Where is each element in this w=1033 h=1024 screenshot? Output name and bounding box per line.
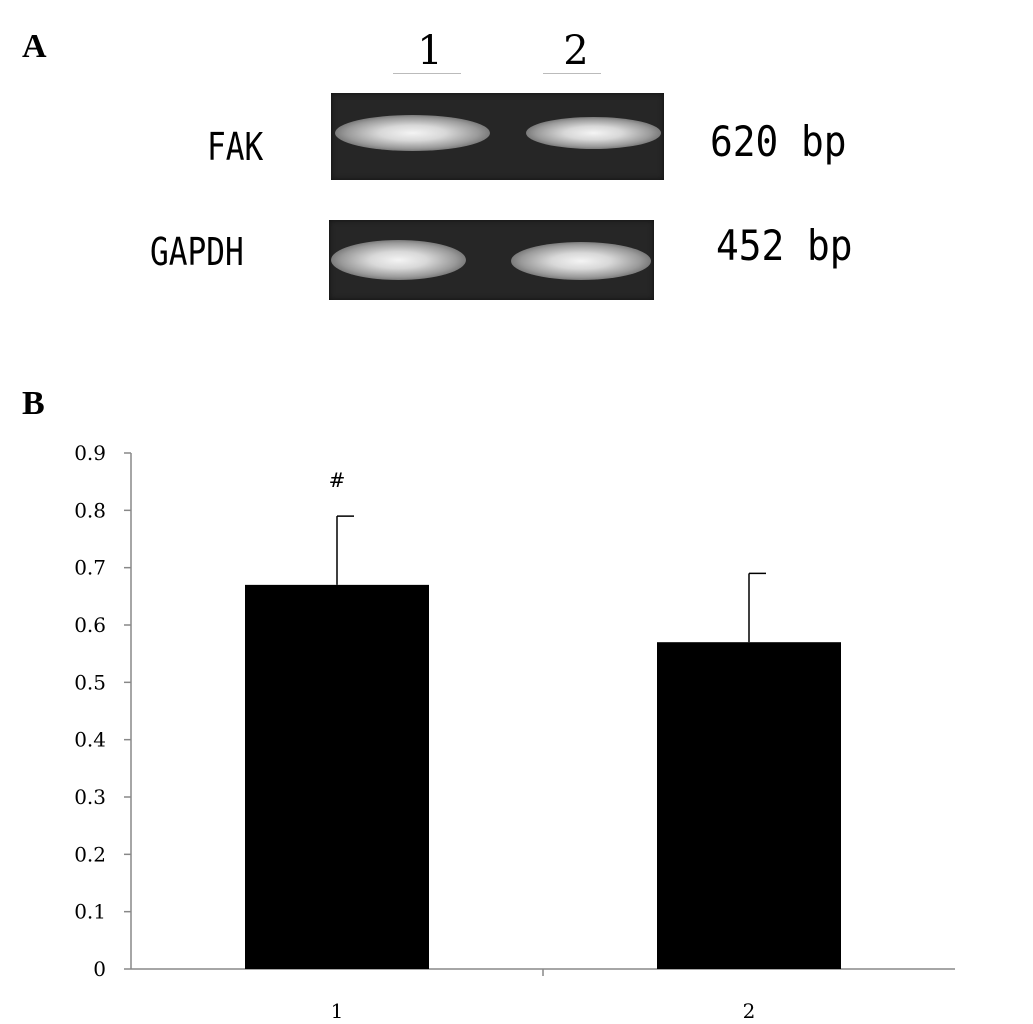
y-tick-label: 0.7 [74,556,106,580]
gel-band-fak-lane-1 [335,115,490,151]
panel-a-label: A [22,28,47,65]
y-tick-label: 0.6 [74,613,106,637]
lane-1-underline [393,73,461,74]
size-value-gapdh: 452 [716,221,785,270]
y-tick-label: 0.2 [74,842,106,866]
gel-band-fak-lane-2 [526,117,661,149]
size-label-gapdh: 452 bp [716,221,853,270]
gene-label-gapdh: GAPDH [150,230,244,274]
size-label-fak: 620 bp [710,117,847,166]
panel-b-label: B [22,385,45,422]
lane-2-underline [543,73,601,74]
x-tick-label: 2 [743,999,756,1023]
size-unit-fak: bp [801,117,847,166]
y-tick-label: 0.9 [74,441,106,465]
bar-chart: 0 0.1 0.2 0.3 0.4 0.5 0.6 0.7 0.8 0.9 1 2 # [74,441,955,1023]
y-tick-label: 0.4 [74,728,106,752]
y-tick-label: 0.1 [74,900,106,924]
lane-2-label: 2 [563,28,589,74]
gene-label-fak: FAK [207,125,264,169]
y-tick-label: 0.3 [74,785,106,809]
size-unit-gapdh: bp [807,221,853,270]
y-tick-label: 0.5 [74,670,106,694]
gel-band-gapdh-lane-2 [511,242,651,280]
gel-image-gapdh [329,220,654,300]
y-tick-label: 0 [93,957,106,981]
gel-band-gapdh-lane-1 [331,240,466,280]
y-tick-label: 0.8 [74,498,106,522]
x-tick-label: 1 [331,999,344,1023]
lane-1-label: 1 [417,28,443,74]
significance-annotation: # [329,468,346,492]
size-value-fak: 620 [710,117,779,166]
bar-2 [657,642,841,969]
gel-image-fak [331,93,664,180]
bar-1 [245,584,429,969]
